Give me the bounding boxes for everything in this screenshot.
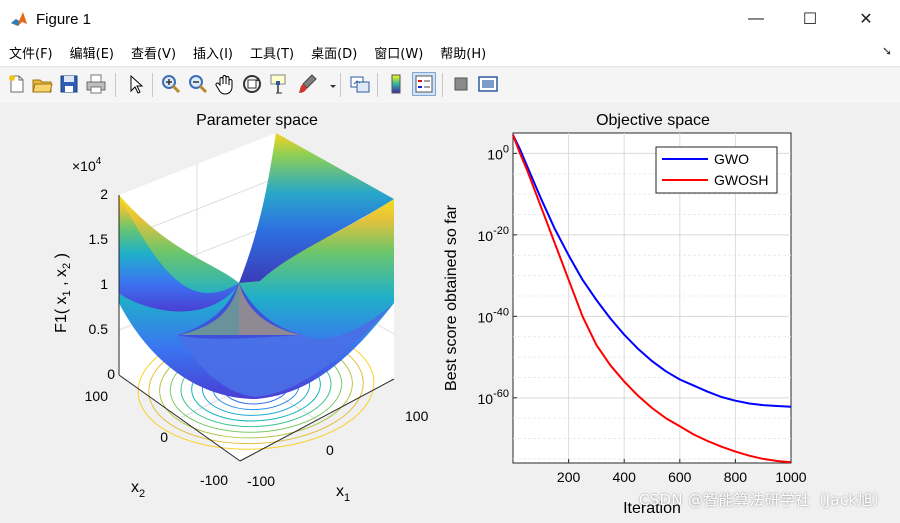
objective-space-axes: Objective space 200 400 600 800 1000 100 10-20…: [443, 112, 807, 517]
new-figure-icon[interactable]: [6, 73, 28, 95]
link-plot-icon[interactable]: [349, 73, 371, 95]
dock-arrow-icon[interactable]: ➘: [881, 44, 892, 58]
z-tick-4: 2: [100, 186, 108, 202]
toolbar-separator: [340, 73, 341, 97]
title-bar: Figure 1: [0, 0, 900, 38]
toolbar-separator: [115, 73, 116, 97]
figure-canvas: Parameter space: [0, 103, 900, 518]
menu-file[interactable]: 文件(F): [9, 46, 53, 62]
menu-edit[interactable]: 编辑(E): [69, 46, 114, 62]
legend[interactable]: GWO GWOSH: [655, 146, 778, 194]
minimize-button[interactable]: —: [733, 0, 779, 38]
legend-gwosh-label: GWOSH: [714, 172, 768, 188]
series-line-gwosh: [512, 134, 792, 464]
y-axis-label: x2: [131, 479, 145, 500]
z-tick-3: 1.5: [89, 231, 109, 247]
menu-view[interactable]: 查看(V): [130, 46, 177, 62]
z-axis-label: F1( x1 , x2 ): [53, 253, 73, 333]
minimize-icon: —: [748, 10, 764, 27]
series-line-gwo: [512, 134, 792, 408]
x-axis-label: x1: [336, 483, 350, 504]
zoom-in-icon[interactable]: [160, 73, 182, 95]
rotate-3d-icon[interactable]: [241, 73, 263, 95]
y-tick-label: 10-40: [478, 306, 509, 325]
parameter-space-axes: Parameter space: [53, 112, 429, 504]
hide-plot-tools-icon[interactable]: [450, 73, 472, 95]
z-tick-2: 1: [100, 276, 108, 292]
menu-desktop[interactable]: 桌面(D): [311, 46, 358, 62]
surface-far-peak: [239, 133, 394, 283]
save-icon[interactable]: [58, 73, 80, 95]
window-title: Figure 1: [36, 10, 92, 28]
legend-gwo-label: GWO: [714, 151, 749, 167]
maximize-button[interactable]: ☐: [787, 0, 833, 38]
menu-tools[interactable]: 工具(T): [250, 46, 295, 62]
left-chart-title: Parameter space: [196, 112, 318, 129]
x-tick-minus-100: -100: [247, 473, 275, 489]
right-chart-title: Objective space: [596, 112, 710, 129]
show-plot-tools-icon[interactable]: [477, 73, 499, 95]
menu-bar: 文件(F) 编辑(E) 查看(V) 插入(I) 工具(T) 桌面(D) 窗口(W…: [0, 38, 900, 66]
toolbar-separator: [152, 73, 153, 97]
toolbar-separator: [377, 73, 378, 97]
figure-svg: Parameter space: [53, 112, 807, 517]
toolbar-separator: [442, 73, 443, 97]
right-x-axis-label: Iteration: [623, 500, 681, 517]
z-tick-1: 0.5: [89, 321, 109, 337]
menu-window[interactable]: 窗口(W): [374, 46, 424, 62]
surface-near-peak-shade: [180, 283, 239, 335]
z-tick-0: 0: [107, 366, 115, 382]
menu-insert[interactable]: 插入(I): [193, 46, 234, 62]
legend-icon[interactable]: [412, 72, 436, 96]
x-tick-label: 800: [724, 469, 748, 485]
brush-dropdown-icon[interactable]: [322, 73, 336, 95]
close-button[interactable]: ✕: [843, 0, 889, 38]
surface-near-peak-shade-right: [239, 283, 300, 335]
print-icon[interactable]: [85, 73, 107, 95]
y-tick-label: 10-60: [478, 388, 509, 407]
x-tick-label: 200: [557, 469, 581, 485]
x-tick-label: 1000: [775, 469, 806, 485]
menu-help[interactable]: 帮助(H): [440, 46, 487, 62]
figure-toolbar: [0, 66, 900, 104]
y-tick-0: 0: [160, 429, 168, 445]
y-tick-100: 100: [85, 388, 109, 404]
z-exponent-label: ×104: [72, 156, 102, 174]
open-file-icon[interactable]: [31, 73, 53, 95]
x-tick-0: 0: [326, 442, 334, 458]
x-tick-label: 400: [613, 469, 637, 485]
close-icon: ✕: [859, 11, 873, 28]
y-tick-label: 10-20: [478, 225, 509, 244]
data-cursor-icon[interactable]: [268, 73, 290, 95]
objective-ticks: 200 400 600 800 1000 100 10-20 10-40 10-60: [478, 143, 807, 485]
colorbar-icon[interactable]: [385, 73, 407, 95]
legend-box: [655, 146, 778, 194]
y-tick-minus-100: -100: [200, 472, 228, 488]
surface-left-wing: [119, 195, 239, 312]
pointer-icon[interactable]: [124, 73, 146, 95]
pan-hand-icon[interactable]: [214, 73, 236, 95]
maximize-icon: ☐: [802, 11, 818, 28]
zoom-out-icon[interactable]: [187, 73, 209, 95]
y-tick-label: 100: [487, 143, 509, 162]
brush-icon[interactable]: [296, 73, 318, 95]
watermark-text: CSDN @智能算法研学社（Jack旭）: [638, 491, 888, 509]
left-axes-lines: [118, 195, 395, 462]
right-y-axis-label: Best score obtained so far: [443, 204, 460, 391]
x-tick-100: 100: [405, 408, 429, 424]
matlab-logo-icon: [10, 10, 28, 28]
x-tick-label: 600: [668, 469, 692, 485]
objective-series: [512, 134, 792, 464]
